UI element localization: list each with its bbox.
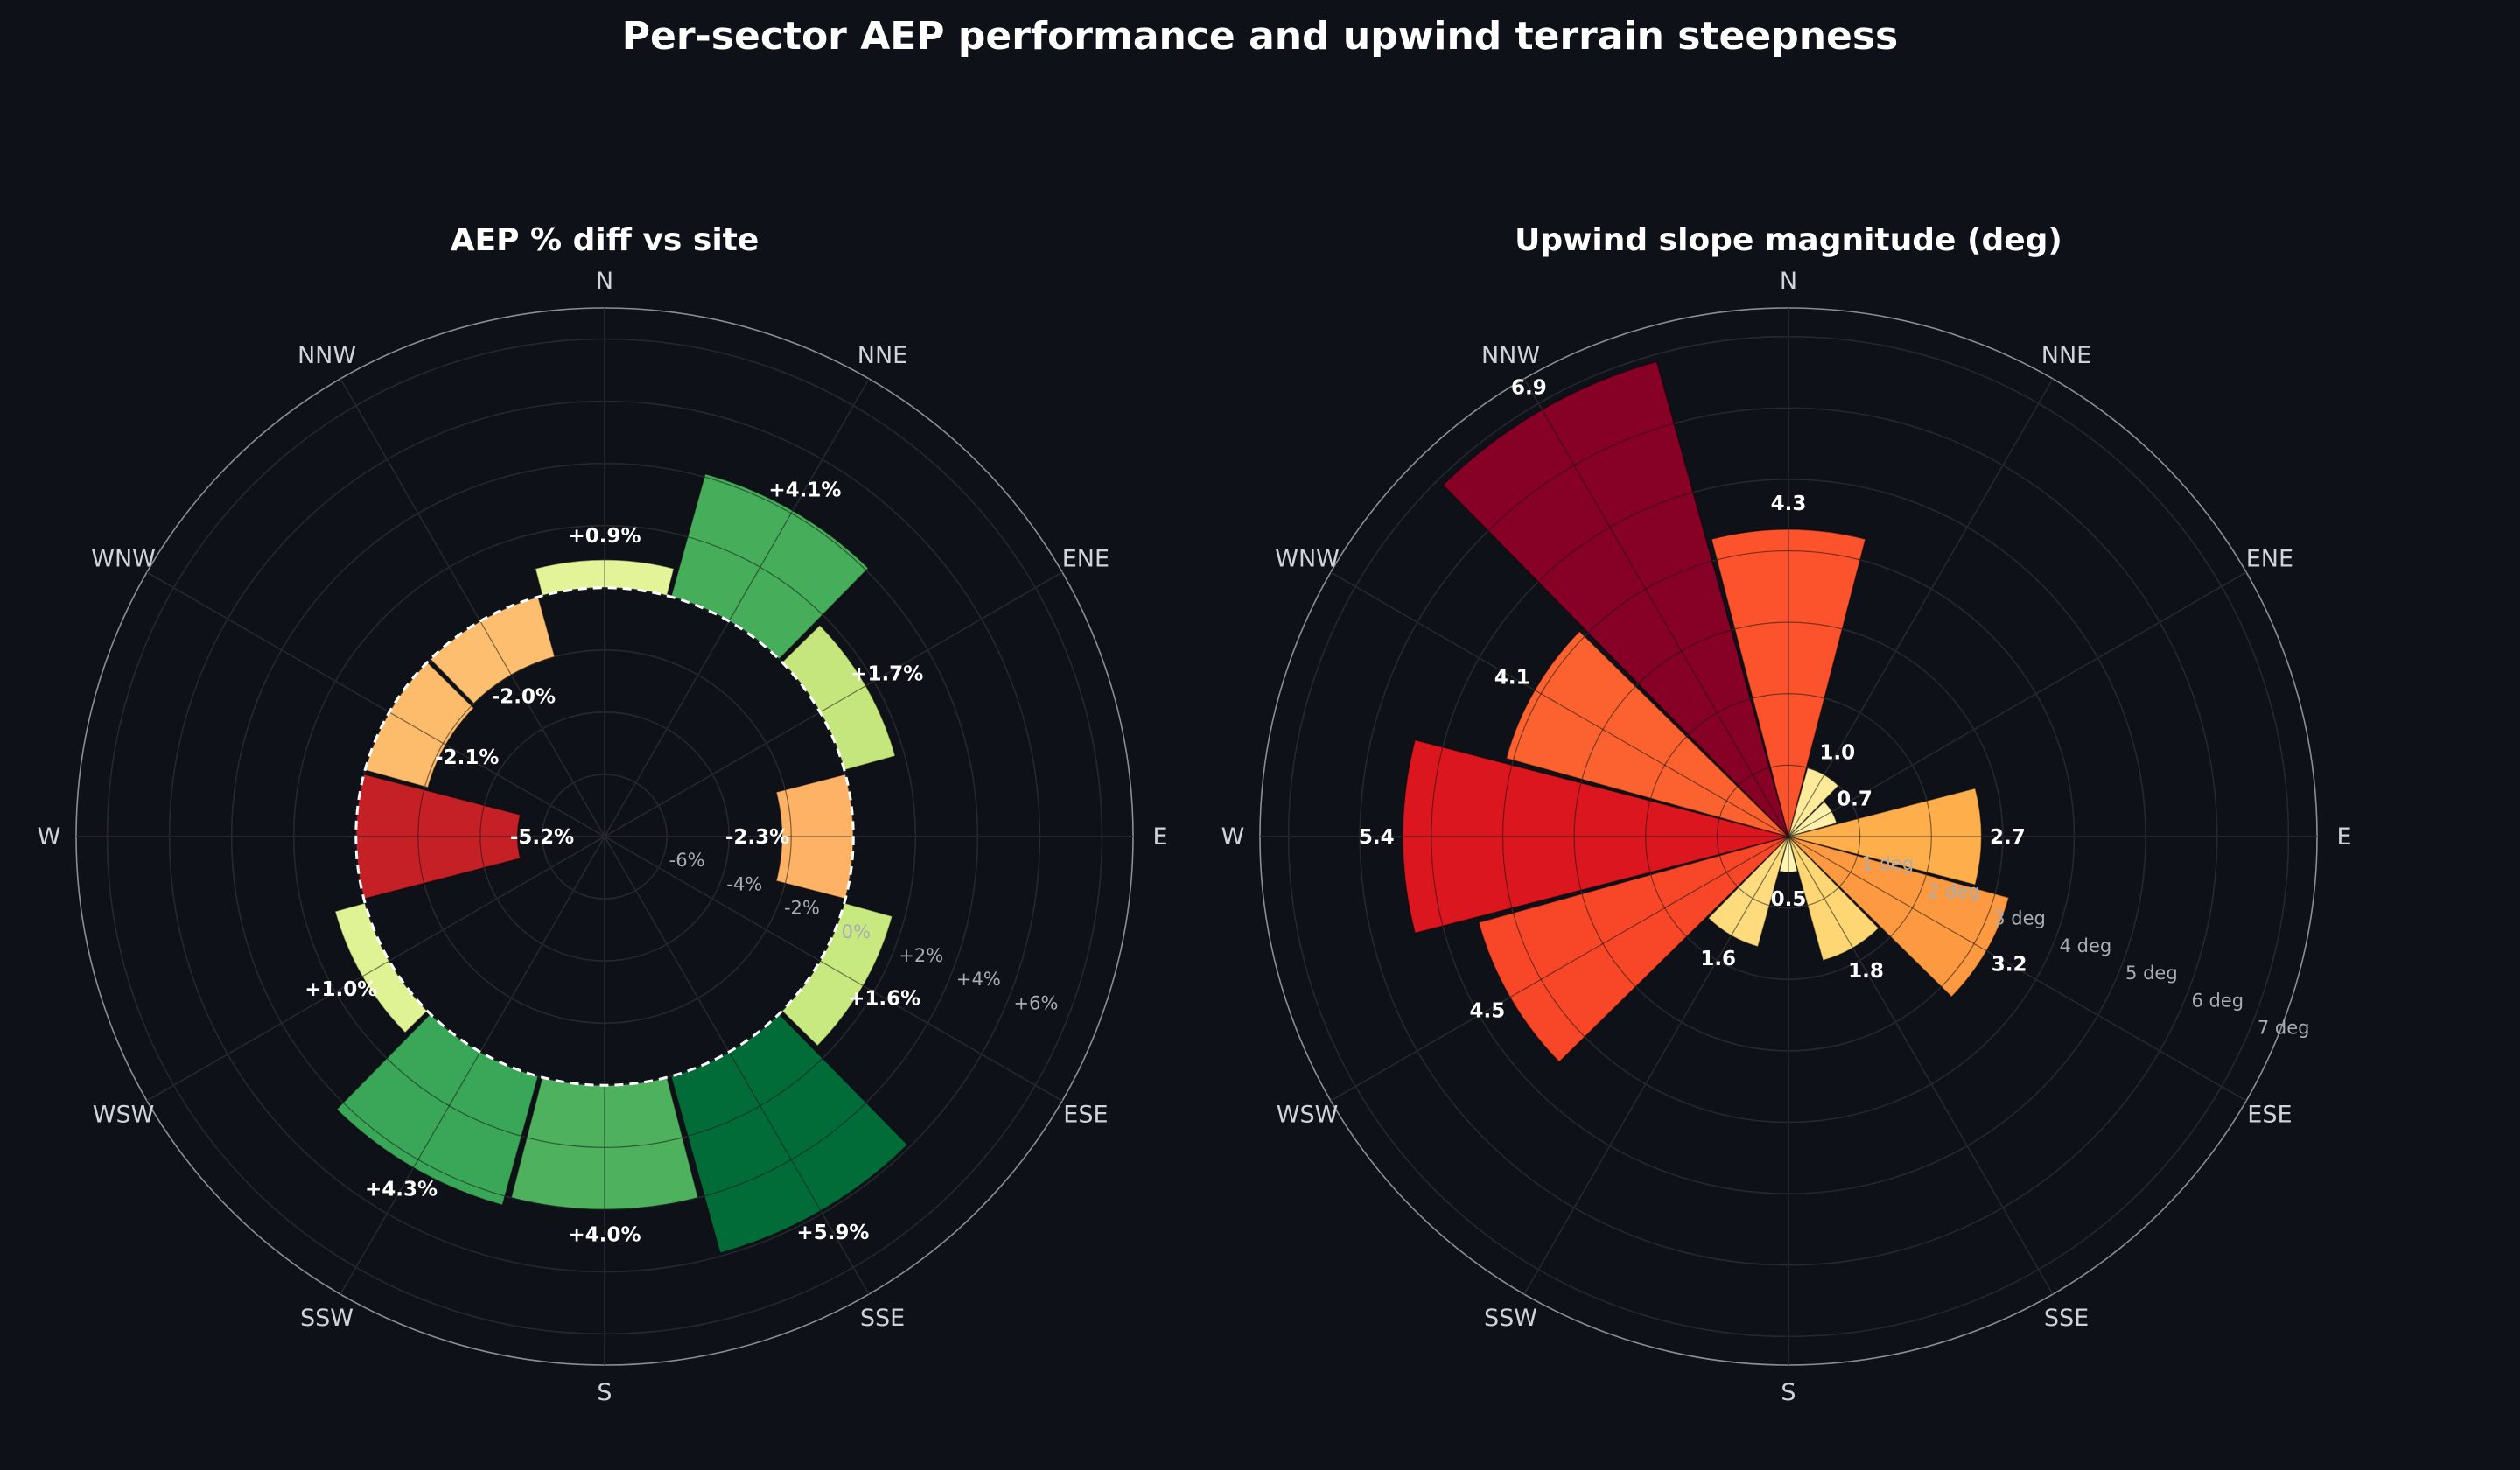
- slope-radial-ticks: 1 deg 2 deg 3 deg 4 deg 5 deg 6 deg 7 deg: [1861, 853, 2309, 1038]
- slope-grid-overlay-spoke: [1788, 378, 2054, 837]
- slope-grid-overlay-spoke: [1330, 836, 1789, 1102]
- aep-radial-tick: -2%: [784, 898, 820, 919]
- aep-value-label: +1.0%: [304, 978, 377, 1001]
- slope-radial-tick: 3 deg: [1993, 908, 2046, 929]
- slope-value-label: 4.5: [1470, 1000, 1506, 1023]
- slope-value-labels: 4.3 1.0 0.7 2.7 3.2 1.8 0.5 1.6 4.5 5.4 4.1 6.9: [1359, 376, 2027, 1022]
- aep-value-label: +5.9%: [796, 1222, 869, 1244]
- slope-grid-overlay-spoke: [1788, 836, 2247, 1102]
- aep-grid-overlay-spoke: [146, 571, 606, 837]
- aep-value-label: +0.9%: [568, 525, 640, 548]
- slope-grid-overlay-spoke: [1523, 378, 1789, 837]
- aep-direction-label: ENE: [1062, 546, 1110, 573]
- slope-value-label: 0.7: [1837, 788, 1872, 810]
- aep-chart-title: AEP % diff vs site: [451, 222, 760, 258]
- aep-grid-overlay-spoke: [604, 571, 1063, 837]
- aep-value-label: +4.3%: [365, 1179, 438, 1201]
- aep-zero-circle: [354, 586, 855, 1087]
- aep-radial-tick: -4%: [726, 873, 762, 894]
- aep-radial-ticks: -6% -4% -2% 0% +2% +4% +6%: [669, 850, 1059, 1013]
- slope-direction-label: ENE: [2246, 546, 2293, 573]
- slope-radial-tick: 1 deg: [1861, 853, 1914, 874]
- slope-direction-label: WNW: [1275, 546, 1340, 573]
- aep-value-label: +1.6%: [848, 988, 920, 1011]
- aep-zero-reference: [354, 586, 855, 1087]
- slope-grid-overlay-spoke: [1523, 836, 1789, 1295]
- slope-value-label: 0.5: [1771, 888, 1807, 911]
- slope-value-label: 5.4: [1359, 826, 1395, 849]
- aep-direction-labels: N NNE ENE E ESE SSE S SSW WSW W WNW NNW: [38, 268, 1168, 1406]
- slope-value-label: 1.8: [1848, 960, 1884, 983]
- slope-chart-title: Upwind slope magnitude (deg): [1515, 222, 2062, 258]
- aep-value-label: +4.0%: [568, 1223, 640, 1246]
- aep-radial-tick: +2%: [899, 945, 943, 966]
- figure-title: Per-sector AEP performance and upwind te…: [622, 14, 1899, 59]
- slope-value-label: 1.0: [1819, 741, 1855, 764]
- aep-value-labels: +0.9% +4.1% +1.7% -2.3% +1.6% +5.9% +4.0% +4.3%…: [304, 479, 923, 1246]
- aep-value-label: +1.7%: [850, 663, 923, 686]
- aep-value-label: +4.1%: [768, 479, 841, 501]
- aep-direction-label: SSW: [300, 1305, 354, 1332]
- aep-radial-tick: 0%: [842, 921, 871, 942]
- aep-direction-label: SSE: [860, 1305, 905, 1332]
- aep-direction-label: E: [1152, 823, 1167, 850]
- slope-value-label: 4.1: [1494, 667, 1530, 690]
- aep-bars: [76, 308, 1133, 1365]
- aep-value-label: -2.1%: [435, 746, 499, 769]
- slope-radial-tick: 2 deg: [1928, 880, 1980, 901]
- aep-grid-overlay-spoke: [604, 836, 1063, 1102]
- aep-radial-tick: +4%: [956, 969, 1001, 990]
- slope-grid-overlay-spoke: [1330, 571, 1789, 837]
- aep-direction-label: WSW: [93, 1102, 155, 1129]
- slope-bars: [1260, 308, 2317, 1365]
- slope-grid-overlay-spoke: [1788, 571, 2247, 837]
- slope-direction-label: N: [1780, 268, 1797, 295]
- slope-value-label: 6.9: [1511, 376, 1547, 399]
- aep-direction-label: S: [597, 1379, 612, 1406]
- slope-direction-label: ESE: [2247, 1102, 2292, 1129]
- aep-direction-label: ESE: [1063, 1102, 1108, 1129]
- aep-value-label: -2.3%: [725, 826, 789, 849]
- aep-direction-label: WNW: [91, 546, 156, 573]
- slope-direction-label: WSW: [1277, 1102, 1339, 1129]
- aep-grid-overlay-spoke: [146, 836, 606, 1102]
- aep-radial-tick: -6%: [669, 850, 705, 871]
- slope-direction-label: SSW: [1484, 1305, 1537, 1332]
- aep-grid-overlay-spoke: [340, 836, 606, 1295]
- slope-direction-label: S: [1781, 1379, 1796, 1406]
- slope-radial-tick: 7 deg: [2258, 1018, 2310, 1039]
- slope-direction-label: E: [2336, 823, 2351, 850]
- aep-direction-label: N: [596, 268, 613, 295]
- slope-value-label: 2.7: [1990, 826, 2026, 849]
- slope-direction-labels: N NNE ENE E ESE SSE S SSW WSW W WNW NNW: [1222, 268, 2352, 1406]
- aep-value-label: -5.2%: [510, 826, 574, 849]
- aep-grid-overlay-spoke: [340, 378, 606, 837]
- slope-direction-label: SSE: [2044, 1305, 2089, 1332]
- slope-direction-label: NNW: [1481, 342, 1540, 369]
- slope-polar-chart: Upwind slope magnitude (deg) 1 deg 2 deg 3…: [1222, 222, 2352, 1406]
- aep-value-label: -2.0%: [492, 686, 556, 709]
- aep-grid-overlay-spoke: [604, 836, 870, 1295]
- aep-radial-tick: +6%: [1014, 992, 1059, 1013]
- slope-value-label: 1.6: [1700, 948, 1736, 970]
- slope-radial-tick: 6 deg: [2191, 990, 2244, 1011]
- aep-grid-overlay-spoke: [604, 378, 870, 837]
- slope-value-label: 4.3: [1771, 493, 1807, 515]
- slope-direction-label: NNE: [2041, 342, 2091, 369]
- slope-radial-tick: 4 deg: [2060, 935, 2112, 956]
- slope-direction-label: W: [1222, 823, 1245, 850]
- slope-radial-tick: 5 deg: [2125, 962, 2178, 984]
- aep-diff-polar-chart: AEP % diff vs site -6%-4%-2%0%+2%+4%+6% …: [38, 222, 1168, 1406]
- aep-direction-label: NNE: [858, 342, 907, 369]
- slope-grid-overlay-spoke: [1788, 836, 2054, 1295]
- slope-value-label: 3.2: [1992, 954, 2027, 976]
- aep-direction-label: NNW: [298, 342, 356, 369]
- aep-direction-label: W: [38, 823, 61, 850]
